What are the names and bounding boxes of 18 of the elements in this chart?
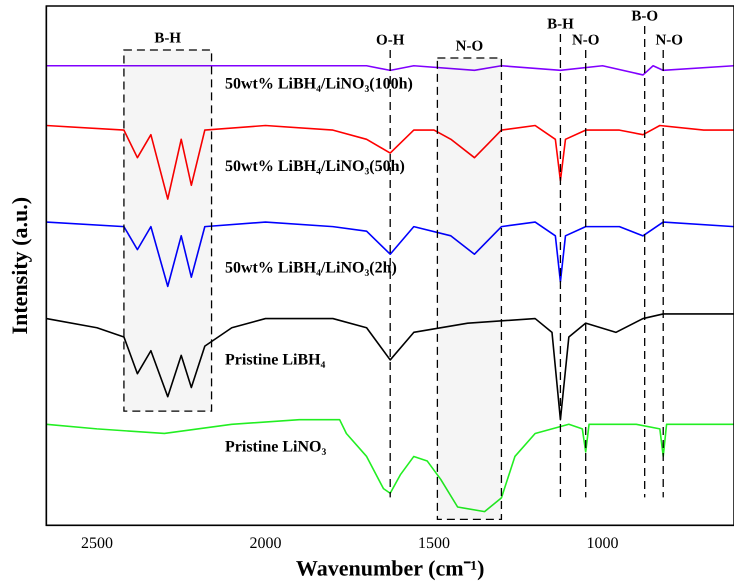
series-label: 50wt% LiBH₄/LiNO₃(2h) — [225, 259, 397, 276]
ref-line-label: N-O — [572, 32, 600, 48]
band-label: N-O — [456, 38, 484, 54]
x-tick-label: 1500 — [418, 535, 450, 552]
x-axis-title: Wavenumber (cm⁻¹) — [296, 555, 484, 580]
series-label: 50wt% LiBH₄/LiNO₃(50h) — [225, 158, 405, 176]
series-label: Pristine LiBH₄ — [225, 351, 326, 368]
series-label: 50wt% LiBH₄/LiNO₃(100h) — [225, 75, 413, 92]
x-tick-label: 2500 — [80, 535, 113, 552]
series-label: Pristine LiNO₃ — [225, 438, 326, 456]
ref-line-label: B-O — [631, 8, 658, 24]
ref-line-label: N-O — [655, 32, 683, 48]
ref-line-label: O-H — [376, 32, 405, 48]
y-axis-title: Intensity (a.u.) — [6, 196, 32, 334]
band-label: B-H — [154, 30, 182, 46]
x-tick-label: 1000 — [586, 535, 619, 552]
ref-line-label: B-H — [547, 16, 574, 32]
x-tick-label: 2000 — [249, 535, 282, 552]
